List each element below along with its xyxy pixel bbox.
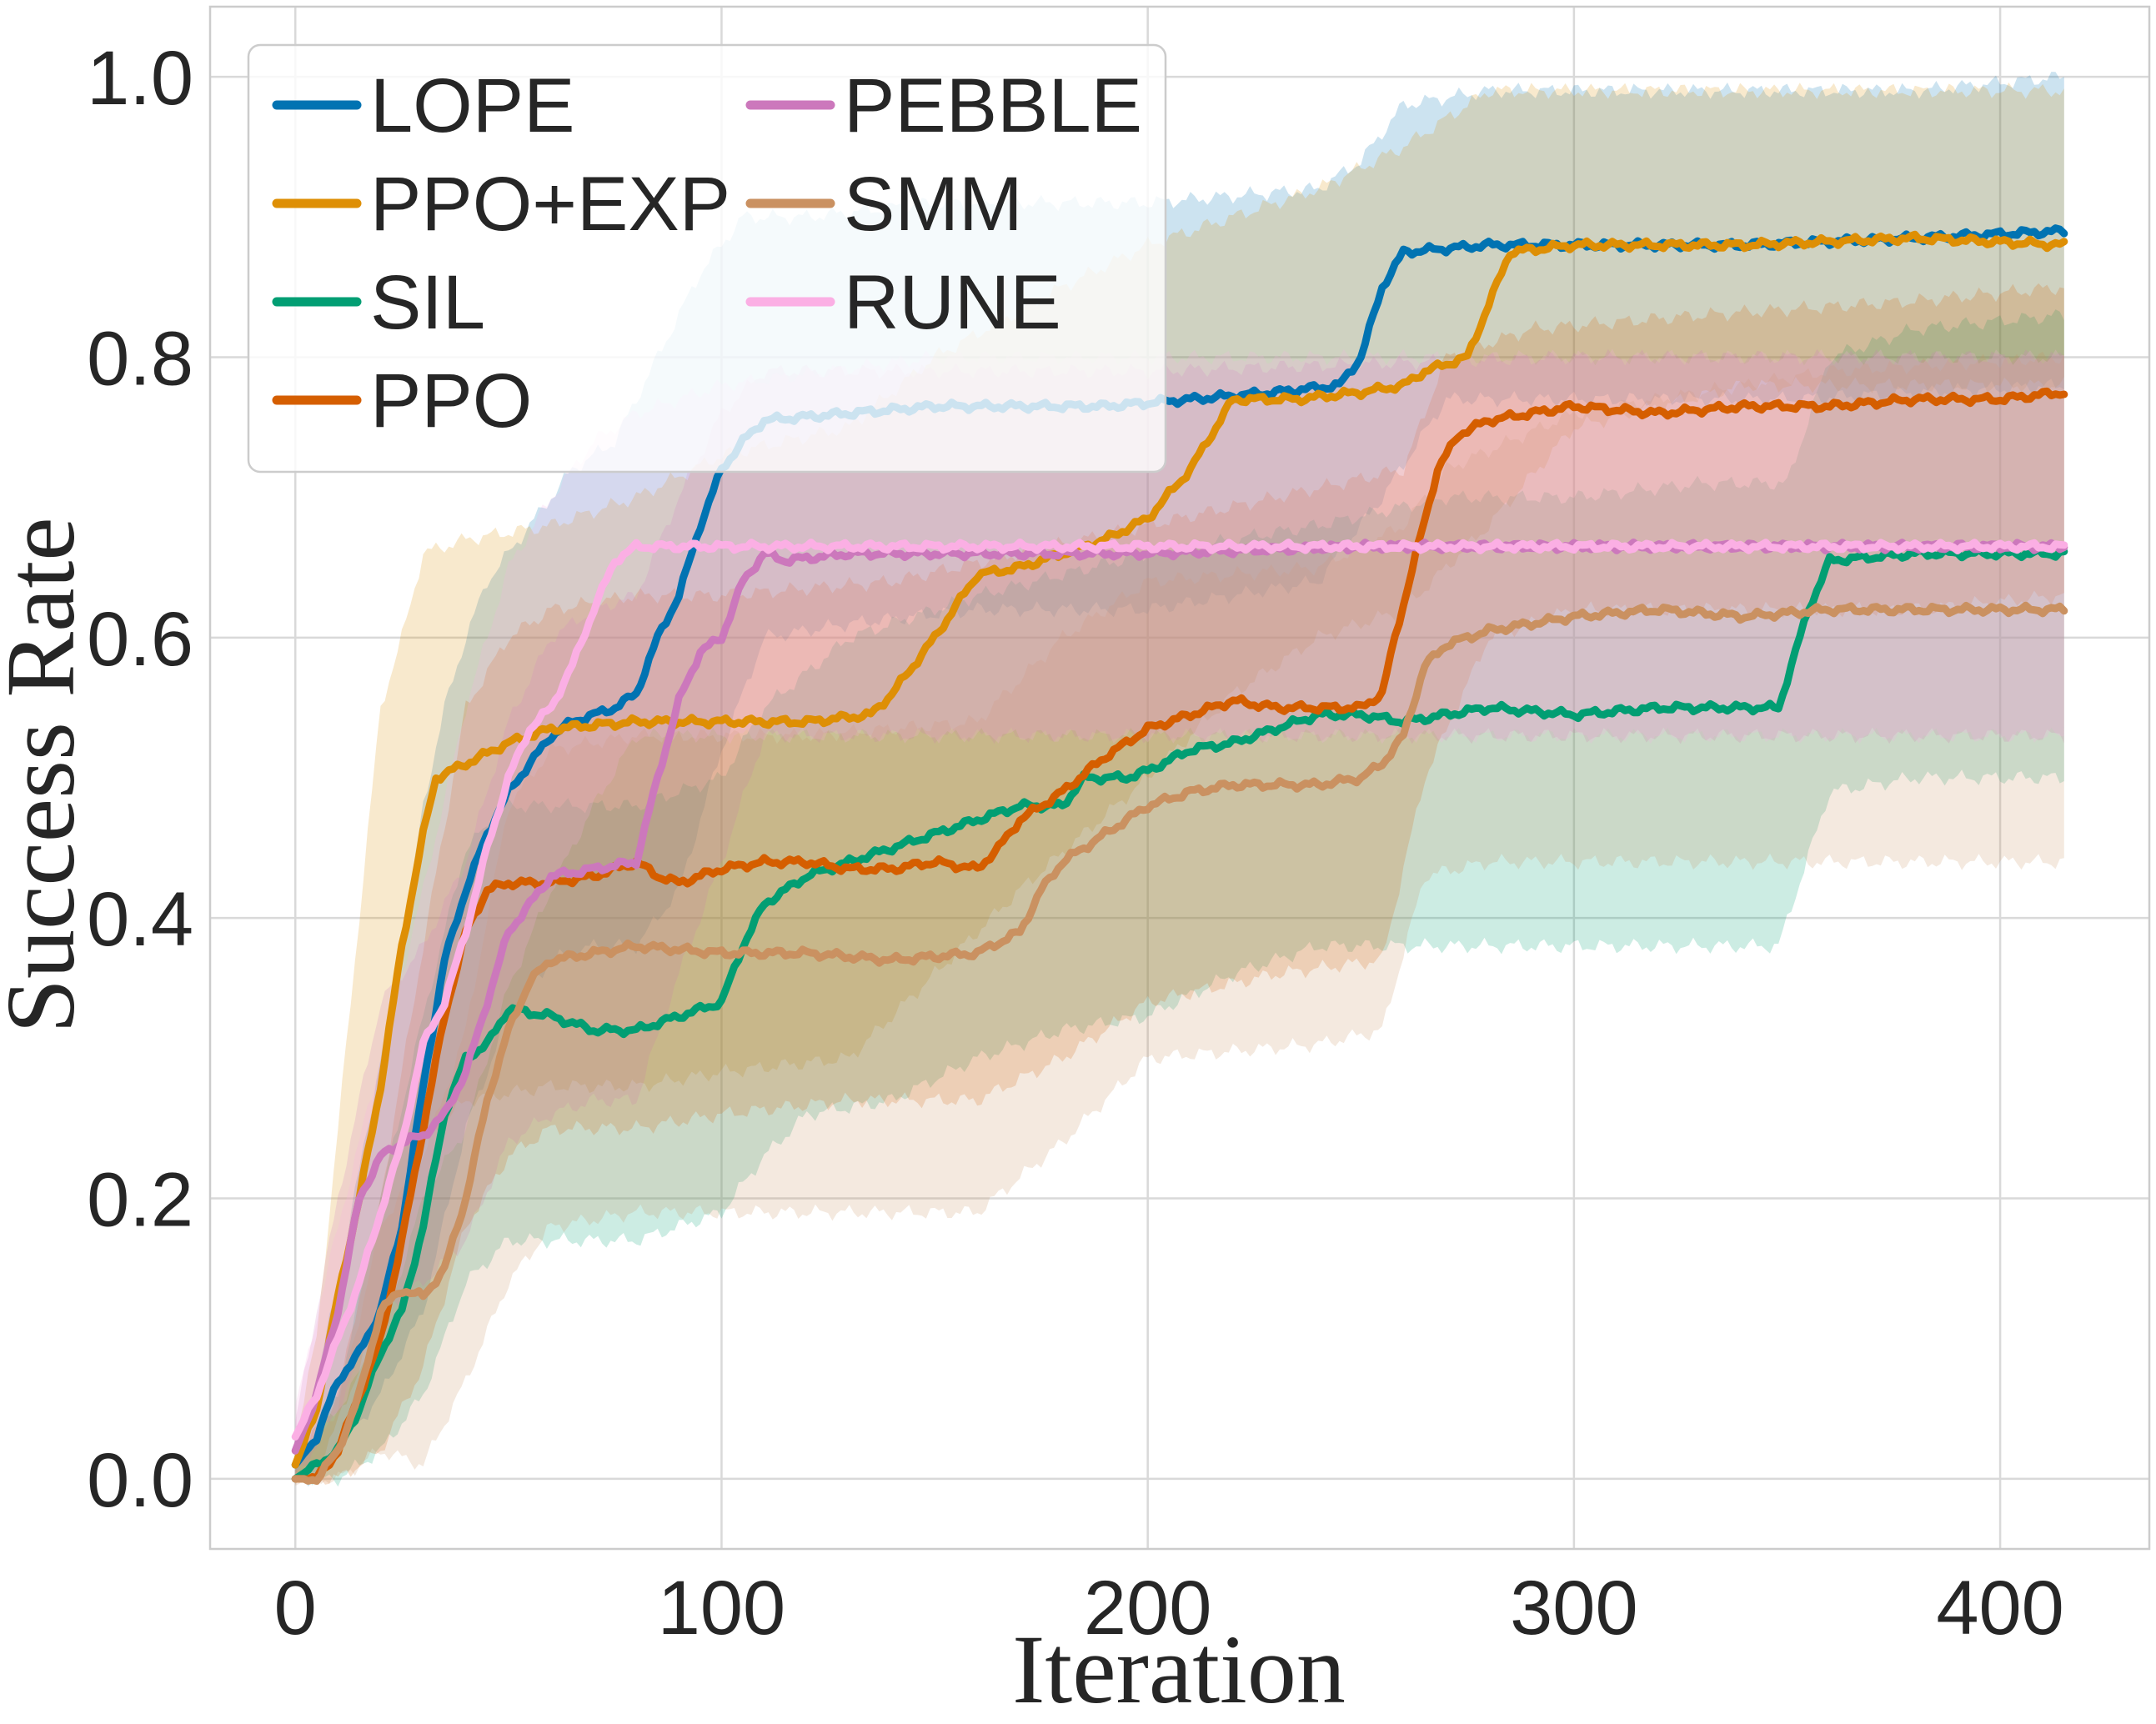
x-tick-label: 200 [1084,1566,1212,1651]
sil-line [291,545,2068,1483]
pebble-band [295,348,2064,1477]
smm-line [291,601,2068,1486]
series-lines [291,224,2068,1486]
smm-band [295,351,2064,1486]
y-tick-label: 0.0 [87,1438,193,1523]
legend-label-smm: SMM [844,162,1023,247]
legend-label-ppo-exp: PPO+EXP [370,162,730,247]
legend: LOPE PPO+EXP SIL PPO PEBBLE SMM RUNE [247,43,1167,474]
x-tick-label: 0 [274,1566,317,1651]
x-axis-label: Iteration [1012,1615,1346,1724]
x-tick-label: 300 [1510,1566,1638,1651]
y-tick-label: 0.6 [87,597,193,682]
rune-band [295,348,2064,1459]
confidence-bands [295,72,2064,1487]
legend-label-sil: SIL [370,260,485,345]
y-tick-label: 0.4 [87,877,193,962]
legend-label-rune: RUNE [844,260,1061,345]
legend-label-pebble: PEBBLE [844,63,1142,148]
sil-band [295,309,2064,1487]
y-tick-label: 1.0 [87,36,193,121]
y-tick-label: 0.8 [87,316,193,401]
legend-label-lope: LOPE [370,63,574,148]
rune-line [291,539,2068,1441]
x-tick-label: 100 [658,1566,786,1651]
plot-frame [208,5,2151,1551]
x-tick-label: 400 [1936,1566,2064,1651]
y-tick-labels: 0.0 0.2 0.4 0.6 0.8 1.0 [87,36,193,1523]
x-tick-labels: 0 100 200 300 400 [274,1566,2064,1651]
ppo-exp-line [291,230,2068,1469]
ppo-exp-band [295,82,2064,1481]
legend-box [247,43,1167,474]
ppo-band [295,283,2064,1485]
legend-label-ppo: PPO [370,358,532,444]
ppo-line [291,387,2068,1483]
y-tick-label: 0.2 [87,1158,193,1243]
y-axis-label: Success Rate [0,517,95,1033]
